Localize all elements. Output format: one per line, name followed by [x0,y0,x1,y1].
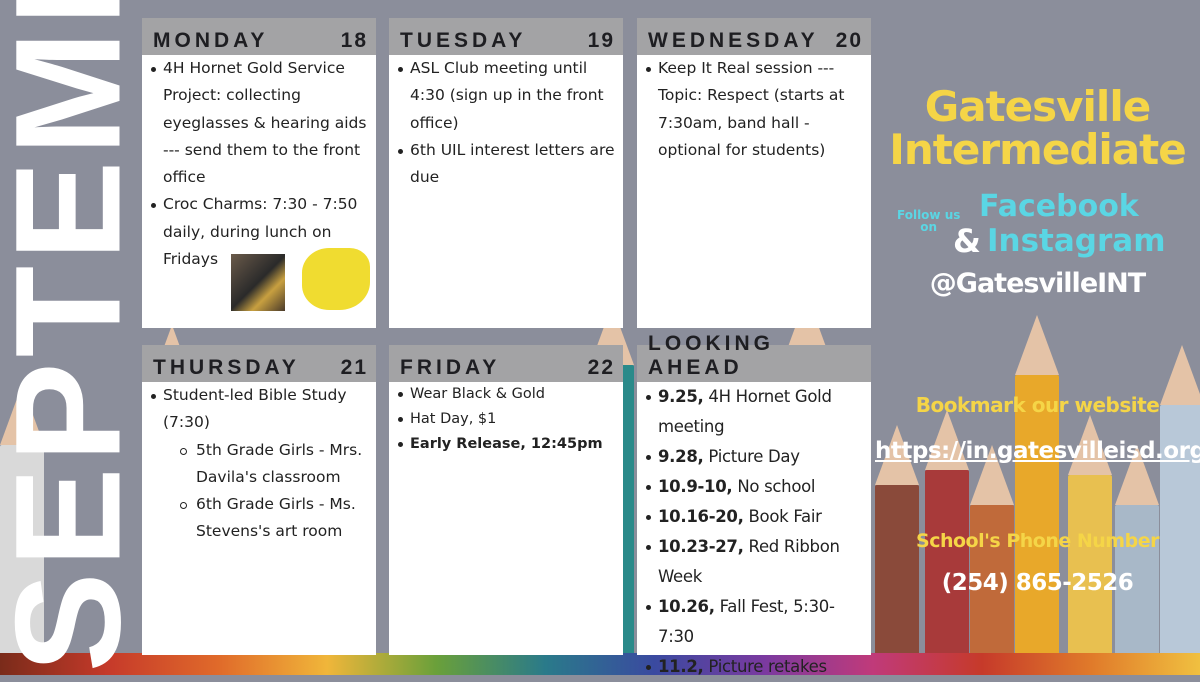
event-item: Wear Black & Gold [393,382,615,407]
upcoming-item: 11.2, Picture retakes [641,652,863,682]
phone-number: (254) 865-2526 [941,570,1134,596]
event-item: 4H Hornet Gold Service Project: collecti… [146,55,368,191]
event-subitem: 6th Grade Girls - Ms. Stevens's art room [146,491,368,546]
monday-card: MONDAY 18 4H Hornet Gold Service Project:… [142,18,376,328]
day-date: 20 [835,29,863,52]
hornet-charm-image [231,254,285,311]
tuesday-card: TUESDAY 19 ASL Club meeting until 4:30 (s… [389,18,623,328]
wednesday-card: WEDNESDAY 20 Keep It Real session --- Top… [637,18,871,328]
event-subitem: 5th Grade Girls - Mrs. Davila's classroo… [146,437,368,492]
social-follow: Follow us on Facebook & Instagram [897,189,1166,260]
day-date: 21 [340,356,368,379]
upcoming-item: 10.26, Fall Fest, 5:30-7:30 [641,592,863,652]
school-name: Gatesville Intermediate [889,82,1186,174]
instagram-link[interactable]: Instagram [987,223,1166,259]
upcoming-item: 9.28, Picture Day [641,442,863,472]
day-name: THURSDAY [153,356,300,379]
social-handle: @GatesvilleINT [929,268,1146,299]
thursday-card: THURSDAY 21 Student-led Bible Study (7:30… [142,345,376,655]
upcoming-item: 10.23-27, Red Ribbon Week [641,532,863,592]
upcoming-item: 10.9-10, No school [641,472,863,502]
day-name: WEDNESDAY [648,29,819,52]
website-label: Bookmark our website [915,393,1160,417]
event-item-bold: Early Release, 12:45pm [393,432,615,457]
looking-ahead-card: LOOKING AHEAD 9.25, 4H Hornet Gold meeti… [637,332,871,676]
phone-label: School's Phone Number [916,530,1159,552]
day-name: TUESDAY [400,29,527,52]
event-item: Croc Charms: 7:30 - 7:50 daily, during l… [146,191,368,273]
day-date: 18 [340,29,368,52]
event-item: Keep It Real session --- Topic: Respect … [641,55,863,164]
facebook-link[interactable]: Facebook [979,189,1139,224]
day-name: FRIDAY [400,356,501,379]
day-date: 22 [587,356,615,379]
day-name: MONDAY [153,29,269,52]
event-item: Student-led Bible Study (7:30) [146,382,368,437]
month-title: SEPTEMBER [0,0,152,673]
event-item: Hat Day, $1 [393,407,615,432]
day-date: 19 [587,29,615,52]
upcoming-item: 9.25, 4H Hornet Gold meeting [641,382,863,442]
website-link[interactable]: https://in.gatesvilleisd.org [875,438,1200,464]
friday-card: FRIDAY 22 Wear Black & Gold Hat Day, $1 E… [389,345,623,655]
upcoming-item: 10.16-20, Book Fair [641,502,863,532]
section-title: LOOKING AHEAD [648,332,774,379]
event-item: ASL Club meeting until 4:30 (sign up in … [393,55,615,137]
yellow-croc-image [302,248,370,310]
event-item: 6th UIL interest letters are due [393,137,615,192]
